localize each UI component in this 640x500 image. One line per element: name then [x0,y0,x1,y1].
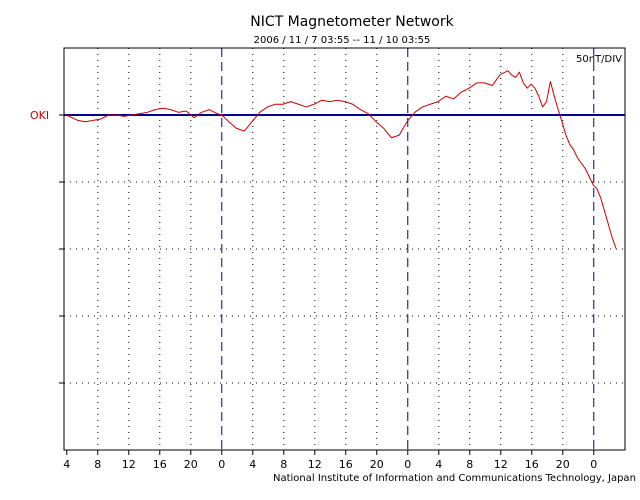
x-tick-label: 20 [184,458,198,471]
x-ticks [66,450,595,455]
footer-credit: National Institute of Information and Co… [273,473,636,484]
station-label-oki: OKI [30,109,49,122]
x-tick-label: 16 [153,458,167,471]
chart-title: NICT Magnetometer Network [250,14,454,30]
scale-label: 50nT/DIV [576,54,622,65]
x-tick-label: 12 [494,458,508,471]
x-tick-label: 8 [94,458,101,471]
x-tick-label: 0 [404,458,411,471]
x-tick-label: 8 [280,458,287,471]
x-tick-label: 12 [122,458,136,471]
x-tick-labels: 4 8 12 16 20 0 4 8 12 16 20 0 4 8 12 16 20 0 [63,458,597,471]
series-layer [65,70,617,250]
x-tick-label: 4 [249,458,256,471]
x-tick-label: 16 [339,458,353,471]
x-tick-label: 12 [308,458,322,471]
x-tick-label: 4 [435,458,442,471]
x-tick-label: 0 [590,458,597,471]
x-tick-label: 4 [63,458,70,471]
x-tick-label: 20 [370,458,384,471]
grid-lines [59,48,625,450]
x-tick-label: 20 [556,458,570,471]
series-line-oki [65,70,617,250]
x-tick-label: 8 [466,458,473,471]
day-dividers [221,48,595,450]
chart-subtitle: 2006 / 11 / 7 03:55 -- 11 / 10 03:55 [254,35,431,46]
x-tick-label: 0 [218,458,225,471]
x-tick-label: 16 [525,458,539,471]
